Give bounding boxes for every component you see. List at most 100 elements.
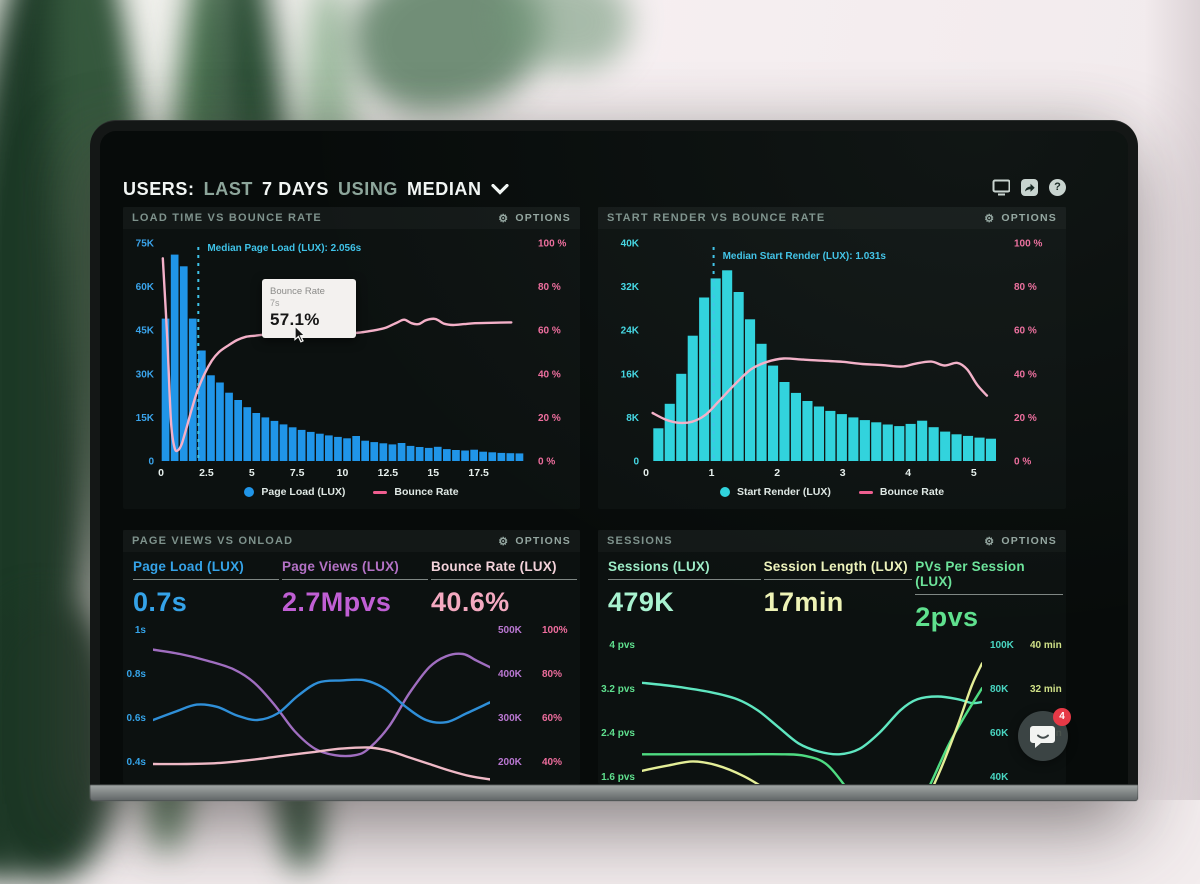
tick-label: 400K (498, 669, 522, 680)
options-button[interactable]: ⚙ OPTIONS (984, 212, 1057, 225)
svg-text:32K: 32K (621, 282, 640, 293)
svg-text:10: 10 (337, 467, 349, 479)
metric-label: Sessions (LUX) (608, 559, 761, 580)
wall-shadow (1144, 0, 1200, 800)
series-line-page-views (153, 648, 490, 758)
header-part: LAST (203, 178, 254, 199)
svg-text:80 %: 80 % (538, 282, 561, 293)
y-axis-left: 40K 32K 24K 16K 8K 0 (621, 239, 640, 468)
chart-legend: Page Load (LUX) Bounce Rate (123, 486, 580, 498)
header-toolbar: ? (992, 179, 1066, 196)
metric-value: 2.7Mpvs (282, 587, 392, 617)
series-line-session-length (642, 662, 982, 784)
series-line-bounce-rate (153, 746, 490, 781)
svg-text:60 %: 60 % (1014, 326, 1037, 337)
metric-label: Bounce Rate (LUX) (431, 559, 577, 580)
share-icon[interactable] (1021, 179, 1038, 196)
svg-text:0: 0 (643, 467, 649, 479)
tooltip-subtitle: 7s (270, 298, 280, 308)
tick-label: 4 pvs (609, 640, 635, 651)
svg-text:3: 3 (840, 467, 846, 479)
metric-value: 2pvs (915, 602, 979, 632)
tick-label: 40 min (1030, 640, 1062, 651)
panel-title: LOAD TIME VS BOUNCE RATE (132, 212, 322, 224)
tick-label: 60% (542, 713, 563, 724)
panel-sessions: SESSIONS ⚙ OPTIONS Sessions (LUX) 479K S… (598, 530, 1066, 784)
display-icon[interactable] (992, 179, 1010, 196)
svg-text:40K: 40K (621, 239, 640, 250)
y-axis-right: 100 % 80 % 60 % 40 % 20 % 0 % (1014, 239, 1042, 468)
svg-text:15K: 15K (136, 413, 155, 424)
metric-page-load: Page Load (LUX) 0.7s (133, 559, 279, 618)
metric-value: 0.7s (133, 587, 188, 617)
legend-dot-swatch (244, 487, 255, 497)
header-part: USING (338, 178, 399, 199)
svg-text:16K: 16K (621, 369, 640, 380)
help-icon[interactable]: ? (1049, 179, 1066, 196)
tick-label: 300K (498, 713, 522, 724)
legend-label: Page Load (LUX) (261, 486, 346, 498)
y-axis-left: 75K 60K 45K 30K 15K 0 (136, 239, 155, 468)
header-part: MEDIAN (407, 178, 482, 199)
tick-label: 100K (990, 640, 1014, 651)
mouse-cursor-icon (292, 325, 307, 344)
svg-text:1: 1 (709, 467, 715, 479)
metrics-row: Page Load (LUX) 0.7s Page Views (LUX) 2.… (123, 552, 580, 618)
tooltip-title: Bounce Rate (270, 286, 325, 297)
tick-label: 500K (498, 625, 522, 636)
options-button[interactable]: ⚙ OPTIONS (984, 535, 1057, 548)
legend-label: Start Render (LUX) (736, 486, 831, 498)
svg-text:45K: 45K (136, 326, 155, 337)
users-filter-dropdown[interactable]: USERS: LAST 7 DAYS USING MEDIAN (123, 175, 509, 203)
svg-text:75K: 75K (136, 239, 155, 250)
options-button[interactable]: ⚙ OPTIONS (498, 535, 571, 548)
legend-line-swatch (373, 490, 388, 494)
svg-text:100 %: 100 % (1014, 239, 1042, 250)
notification-badge: 4 (1053, 708, 1071, 726)
sessions-line-chart (642, 662, 982, 784)
metric-label: PVs Per Session (LUX) (915, 559, 1063, 595)
options-label: OPTIONS (515, 535, 571, 547)
histogram-bars (653, 270, 996, 462)
metric-value: 479K (608, 587, 675, 617)
svg-text:0: 0 (148, 457, 154, 468)
svg-text:100 %: 100 % (538, 239, 566, 250)
tick-label: 0.4s (126, 757, 146, 768)
legend-label: Bounce Rate (394, 486, 459, 498)
svg-text:60 %: 60 % (538, 326, 561, 337)
legend-item: Start Render (LUX) (719, 486, 831, 498)
load-time-histogram-chart: 75K 60K 45K 30K 15K 0 100 % 80 % 60 % 40 % 20 % 0 %… (136, 239, 567, 480)
metric-label: Page Views (LUX) (282, 559, 428, 580)
metric-value: 40.6% (431, 587, 510, 617)
x-axis: 0 1 2 3 4 5 (643, 467, 977, 479)
svg-text:0: 0 (633, 457, 639, 468)
panel-title: START RENDER VS BOUNCE RATE (607, 212, 826, 224)
metric-page-views: Page Views (LUX) 2.7Mpvs (282, 559, 428, 618)
y-axis-left-labels: 1s 0.8s 0.6s 0.4s (123, 620, 153, 782)
laptop-base (90, 785, 1138, 801)
laptop: USERS: LAST 7 DAYS USING MEDIAN ? LOAD T… (90, 120, 1138, 801)
metric-pvs-per-session: PVs Per Session (LUX) 2pvs (915, 559, 1063, 633)
svg-text:0 %: 0 % (1014, 457, 1031, 468)
gear-icon: ⚙ (498, 212, 510, 225)
bounce-rate-line (651, 357, 989, 425)
chat-widget-button[interactable]: 4 (1018, 708, 1071, 761)
tick-label: 0.6s (126, 713, 146, 724)
panel-start-render-vs-bounce-rate: START RENDER VS BOUNCE RATE ⚙ OPTIONS 40… (598, 207, 1066, 509)
tick-label: 0.8s (126, 669, 146, 680)
tick-label: 200K (498, 757, 522, 768)
metric-value: 17min (763, 587, 844, 617)
page-views-line-chart (153, 648, 490, 781)
y-axis-left-labels: 4 pvs 3.2 pvs 2.4 pvs 1.6 pvs (598, 635, 642, 784)
tick-label: 2.4 pvs (601, 728, 635, 739)
gear-icon: ⚙ (984, 212, 996, 225)
tooltip-value: 57.1% (270, 310, 320, 329)
tick-label: 60K (990, 728, 1009, 739)
options-button[interactable]: ⚙ OPTIONS (498, 212, 571, 225)
chart-legend: Start Render (LUX) Bounce Rate (598, 486, 1066, 498)
y-axis-right: 100 % 80 % 60 % 40 % 20 % 0 % (538, 239, 566, 468)
median-annotation: Median Page Load (LUX): 2.056s (207, 243, 362, 254)
svg-text:8K: 8K (626, 413, 640, 424)
legend-label: Bounce Rate (879, 486, 945, 498)
